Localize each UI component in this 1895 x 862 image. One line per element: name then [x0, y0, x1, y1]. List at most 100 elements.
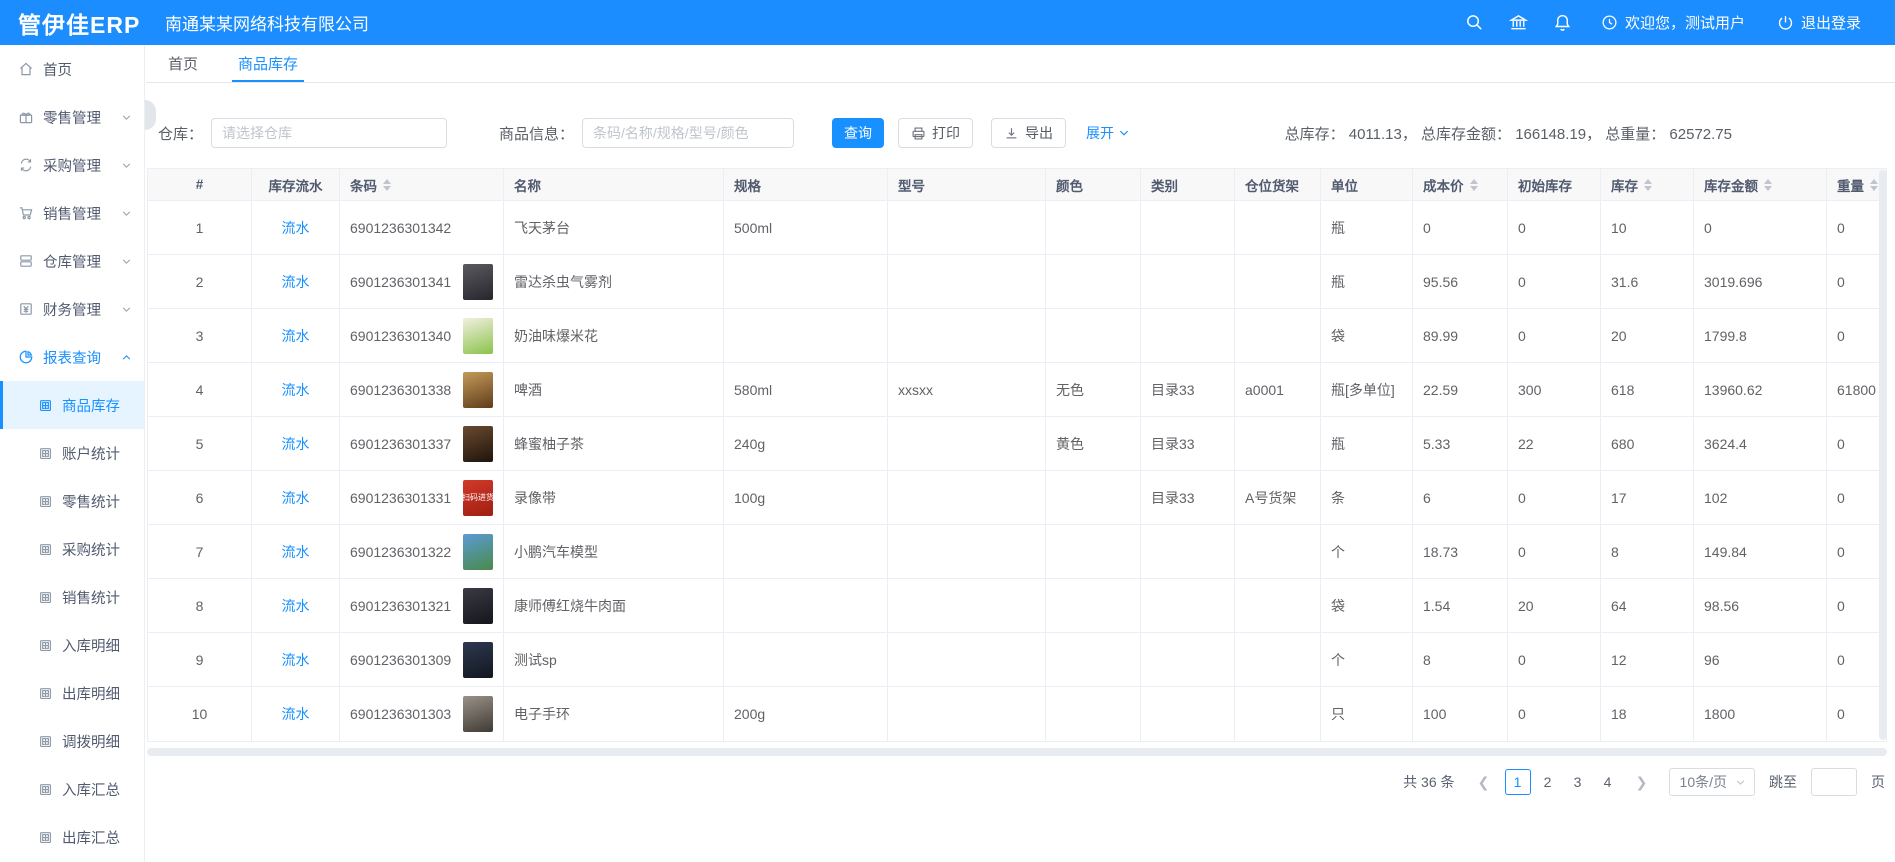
sidebar-subitem-出库明细[interactable]: 出库明细 — [0, 669, 144, 717]
cell-value: 64 — [1611, 597, 1627, 614]
page-number-1[interactable]: 1 — [1504, 769, 1531, 795]
sidebar-subitem-调拨明细[interactable]: 调拨明细 — [0, 717, 144, 765]
column-header-weight[interactable]: 重量 — [1827, 169, 1886, 200]
cell-index: 5 — [148, 417, 252, 470]
column-header-shelf: 仓位货架 — [1235, 169, 1321, 200]
product-thumbnail[interactable] — [463, 371, 493, 408]
page-number-4[interactable]: 4 — [1603, 774, 1612, 790]
bank-icon[interactable] — [1497, 0, 1541, 45]
cell-value: 8 — [1423, 651, 1431, 668]
logout-button[interactable]: 退出登录 — [1761, 0, 1877, 45]
sidebar-subitem-入库汇总[interactable]: 入库汇总 — [0, 765, 144, 813]
warehouse-select-input[interactable] — [211, 118, 448, 148]
sort-carets-icon[interactable] — [1469, 178, 1478, 191]
tab-product-inventory[interactable]: 商品库存 — [232, 45, 305, 82]
column-header-cost[interactable]: 成本价 — [1413, 169, 1508, 200]
cell-flow: 流水 — [252, 525, 340, 578]
next-page-button[interactable]: ❯ — [1635, 773, 1648, 790]
jump-page-input[interactable] — [1811, 768, 1857, 796]
stock-flow-link[interactable]: 流水 — [281, 327, 310, 344]
cell-category: 目录33 — [1141, 417, 1235, 470]
vertical-scrollbar[interactable] — [1879, 170, 1887, 740]
product-thumbnail[interactable] — [463, 317, 493, 354]
sidebar-item-首页[interactable]: 首页 — [0, 45, 144, 93]
page-number-2[interactable]: 2 — [1543, 774, 1552, 790]
column-header-amount[interactable]: 库存金额 — [1694, 169, 1827, 200]
sidebar-subitem-出库汇总[interactable]: 出库汇总 — [0, 813, 144, 861]
cell-weight: 0 — [1827, 633, 1886, 686]
stock-flow-link[interactable]: 流水 — [281, 435, 310, 452]
search-icon[interactable] — [1453, 0, 1497, 45]
column-header-barcode[interactable]: 条码 — [340, 169, 504, 200]
product-thumbnail[interactable] — [463, 425, 493, 462]
stock-flow-link[interactable]: 流水 — [281, 651, 310, 668]
sidebar-subitem-零售统计[interactable]: 零售统计 — [0, 477, 144, 525]
sort-carets-icon[interactable] — [1764, 178, 1772, 191]
user-menu[interactable]: 欢迎您，测试用户 — [1585, 0, 1761, 45]
sidebar-item-报表查询[interactable]: 报表查询 — [0, 333, 144, 381]
cell-category — [1141, 525, 1235, 578]
download-icon — [1004, 126, 1019, 141]
sidebar-item-销售管理[interactable]: 销售管理 — [0, 189, 144, 237]
pagination-total: 共 36 条 — [1403, 774, 1455, 790]
cell-spec: 100g — [724, 471, 888, 524]
sidebar-collapse-handle[interactable] — [145, 100, 156, 130]
product-thumbnail[interactable] — [463, 263, 493, 300]
stock-flow-link[interactable]: 流水 — [281, 597, 310, 614]
barcode-text: 6901236301303 — [350, 706, 452, 722]
export-button[interactable]: 导出 — [991, 118, 1067, 148]
cell-name: 雷达杀虫气雾剂 — [504, 255, 724, 308]
cell-name: 康师傅红烧牛肉面 — [504, 579, 724, 632]
product-info-input[interactable] — [582, 118, 795, 148]
stock-flow-link[interactable]: 流水 — [281, 219, 310, 236]
sidebar-subitem-账户统计[interactable]: 账户统计 — [0, 429, 144, 477]
stock-flow-link[interactable]: 流水 — [281, 489, 310, 506]
sort-carets-icon[interactable] — [1870, 178, 1878, 191]
search-button[interactable]: 查询 — [832, 118, 885, 148]
sidebar-subitem-入库明细[interactable]: 入库明细 — [0, 621, 144, 669]
sidebar-item-零售管理[interactable]: 零售管理 — [0, 93, 144, 141]
product-thumbnail[interactable] — [463, 533, 493, 570]
tab-home[interactable]: 首页 — [168, 56, 199, 73]
page-number-3[interactable]: 3 — [1573, 774, 1582, 790]
print-button[interactable]: 打印 — [898, 118, 974, 148]
stock-flow-link[interactable]: 流水 — [281, 543, 310, 560]
cell-flow: 流水 — [252, 579, 340, 632]
sort-carets-icon[interactable] — [1644, 178, 1652, 191]
sidebar-item-仓库管理[interactable]: 仓库管理 — [0, 237, 144, 285]
cell-amount: 102 — [1694, 471, 1827, 524]
product-thumbnail[interactable] — [463, 696, 493, 732]
cell-value: 瓶[多单位] — [1331, 381, 1395, 398]
page-size-select[interactable]: 10条/页 — [1668, 768, 1755, 796]
product-thumbnail[interactable] — [463, 641, 493, 678]
product-thumbnail[interactable]: 扫码进货 — [463, 479, 493, 516]
chevron-down-icon — [121, 304, 132, 315]
column-header-label: 名称 — [514, 178, 541, 194]
prev-page-button[interactable]: ❮ — [1477, 773, 1490, 790]
stock-flow-link[interactable]: 流水 — [281, 706, 310, 722]
sidebar-subitem-销售统计[interactable]: 销售统计 — [0, 573, 144, 621]
sort-carets-icon[interactable] — [383, 178, 391, 191]
product-thumbnail[interactable] — [463, 587, 493, 624]
cell-weight: 0 — [1827, 471, 1886, 524]
cell-shelf — [1235, 255, 1321, 308]
cell-init_stock: 0 — [1508, 687, 1601, 741]
welcome-text: 欢迎您，测试用户 — [1624, 15, 1745, 32]
bell-icon[interactable] — [1541, 0, 1585, 45]
stock-flow-link[interactable]: 流水 — [281, 381, 310, 398]
column-header-stock[interactable]: 库存 — [1601, 169, 1694, 200]
expand-filters-link[interactable]: 展开 — [1086, 123, 1130, 143]
cell-value: 5.33 — [1423, 435, 1451, 452]
sidebar-subitem-采购统计[interactable]: 采购统计 — [0, 525, 144, 573]
sidebar-item-采购管理[interactable]: 采购管理 — [0, 141, 144, 189]
stock-flow-link[interactable]: 流水 — [281, 273, 310, 290]
sidebar-subitem-商品库存[interactable]: 商品库存 — [0, 381, 144, 429]
cell-unit: 瓶 — [1321, 201, 1413, 254]
horizontal-scrollbar[interactable] — [147, 748, 1887, 756]
sidebar-item-财务管理[interactable]: 财务管理 — [0, 285, 144, 333]
column-header-index: # — [148, 169, 252, 200]
expand-label: 展开 — [1086, 125, 1115, 141]
table-header-row: # 库存流水 条码 名称 规格 型号 颜色 类别 仓位货架 单位 成本价 初始库存 库存 库存金额 重量 — [148, 169, 1886, 201]
print-label: 打印 — [932, 125, 961, 141]
table-body: 1 流水 6901236301342 飞天茅台 500ml 瓶 0 0 10 0 0 2 流水 69012… — [148, 201, 1886, 741]
